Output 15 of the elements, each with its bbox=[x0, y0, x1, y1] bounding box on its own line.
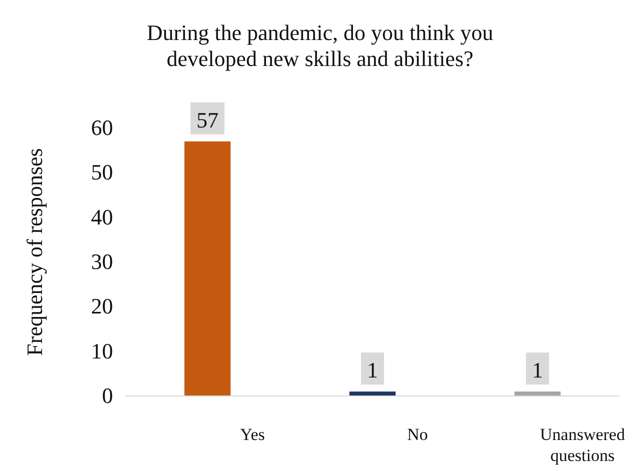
y-tick-label: 30 bbox=[91, 249, 113, 274]
x-tick-label: Yes bbox=[240, 425, 265, 444]
y-tick-label: 10 bbox=[91, 338, 113, 364]
y-tick-label: 20 bbox=[91, 294, 113, 319]
y-tick-label: 40 bbox=[91, 204, 113, 230]
chart-title: During the pandemic, do you think you developed new skills and abilities? bbox=[146, 20, 494, 71]
y-tick-label: 60 bbox=[91, 115, 113, 140]
x-tick-label: Unanswered questions bbox=[540, 425, 626, 465]
y-axis-title: Frequency of responses bbox=[22, 148, 47, 356]
y-tick-label: 50 bbox=[91, 160, 113, 185]
data-label: 57 bbox=[196, 107, 218, 132]
data-label: 1 bbox=[367, 358, 378, 383]
data-label: 1 bbox=[532, 358, 543, 383]
y-tick-label: 0 bbox=[102, 383, 113, 408]
x-tick-label: No bbox=[407, 425, 428, 444]
